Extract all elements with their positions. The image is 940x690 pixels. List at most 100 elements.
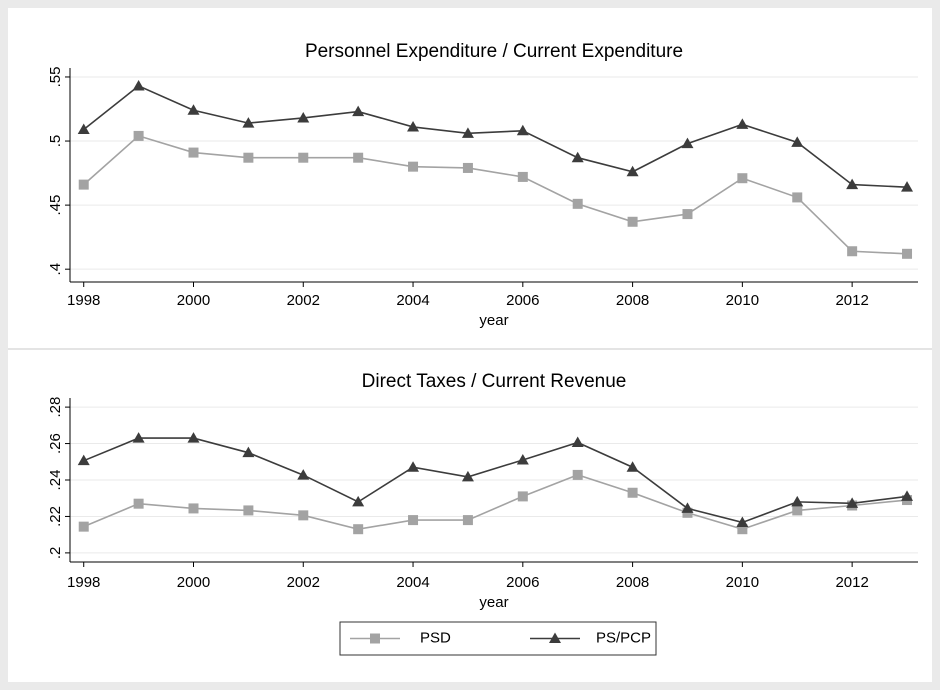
marker [242,117,255,128]
marker [462,162,473,173]
marker [188,503,199,514]
marker [846,497,859,508]
x-tick-label: 1998 [67,574,100,591]
marker [408,161,419,172]
series-line [83,85,908,188]
series-line [83,437,908,524]
marker [353,152,364,163]
marker [682,209,693,220]
marker [902,248,913,259]
marker [133,130,144,141]
marker [298,152,309,163]
x-tick-label: 2010 [726,292,759,309]
marker [736,516,749,527]
x-tick-label: 2006 [506,292,539,309]
marker [77,454,90,466]
x-tick-label: 2004 [396,292,429,309]
marker [901,181,914,192]
x-tick-label: 2000 [177,292,210,309]
marker [847,246,858,257]
x-axis-label: year [479,594,508,611]
x-axis-label: year [479,312,508,329]
y-tick-label: .28 [47,397,64,418]
marker [627,487,638,498]
x-tick-label: 1998 [67,292,100,309]
y-tick-label: .5 [47,135,64,148]
y-tick-label: .24 [47,470,64,491]
x-tick-label: 2012 [835,574,868,591]
chart-title: Direct Taxes / Current Revenue [362,371,627,392]
marker [242,446,255,458]
marker [792,505,803,516]
marker [408,515,419,526]
y-tick-label: .22 [47,506,64,527]
marker [737,173,748,184]
x-tick-label: 2008 [616,574,649,591]
x-tick-label: 2002 [287,292,320,309]
marker [370,633,380,644]
marker [572,469,583,480]
marker [517,491,528,502]
marker [516,124,529,136]
series-line [83,135,908,255]
marker [243,505,254,516]
marker [571,151,584,163]
legend-label: PS/PCP [596,629,651,646]
marker [846,178,859,190]
marker [352,105,365,117]
marker [77,123,90,135]
marker [407,120,420,132]
legend-label: PSD [420,629,451,646]
marker [133,498,144,509]
marker [298,510,309,521]
marker [407,461,420,472]
marker [681,502,694,513]
x-tick-label: 2006 [506,574,539,591]
marker [627,216,638,227]
marker [626,165,639,177]
marker [516,453,529,465]
marker [187,432,200,443]
y-tick-label: .45 [47,195,64,216]
marker [297,111,310,123]
marker [626,461,639,472]
x-tick-label: 2000 [177,574,210,591]
legend-box [339,621,657,656]
x-tick-label: 2008 [616,292,649,309]
marker [132,432,145,443]
marker [737,524,748,535]
marker [353,524,364,535]
marker [901,490,914,501]
marker [791,136,804,147]
marker [188,147,199,158]
marker [791,495,804,507]
marker [78,521,89,532]
x-tick-label: 2010 [726,574,759,591]
marker [187,104,200,115]
marker [461,470,474,482]
marker [571,436,584,447]
x-tick-label: 2002 [287,574,320,591]
marker [681,137,694,149]
marker [297,469,310,480]
marker [572,198,583,209]
marker [517,171,528,182]
marker [462,515,473,526]
marker [132,79,145,91]
y-tick-label: .55 [47,67,64,88]
marker [792,192,803,203]
y-tick-label: .2 [47,547,64,560]
series-line [83,474,908,531]
x-tick-label: 2012 [835,292,868,309]
marker [243,152,254,163]
chart-title: Personnel Expenditure / Current Expendit… [305,41,683,62]
x-tick-label: 2004 [396,574,429,591]
marker [461,127,474,138]
chart-background [8,8,932,682]
y-tick-label: .4 [47,263,64,276]
marker [352,495,365,507]
marker [736,118,749,129]
marker [549,632,561,643]
